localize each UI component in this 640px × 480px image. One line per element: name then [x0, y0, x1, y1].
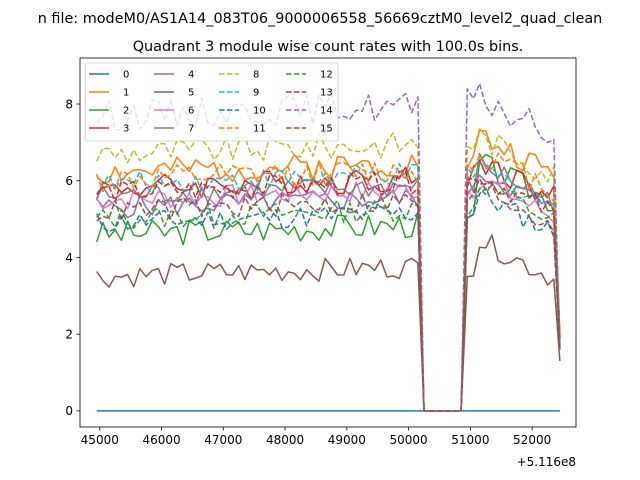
series-line-6: [96, 180, 561, 412]
series-line-8: [96, 128, 561, 412]
chart-title: Quadrant 3 module wise count rates with …: [133, 39, 524, 55]
legend-label-13: 13: [320, 88, 333, 99]
y-tick-label: 2: [65, 327, 73, 341]
legend-label-14: 14: [320, 106, 333, 117]
y-tick-label: 4: [65, 251, 73, 265]
y-tick-label: 0: [65, 404, 73, 418]
x-tick-label: 51000: [451, 433, 489, 447]
x-tick-label: 46000: [142, 433, 180, 447]
series-layer: [95, 82, 561, 412]
x-offset-label: +5.116e8: [517, 455, 576, 469]
series-line-7: [96, 152, 561, 412]
legend-label-5: 5: [188, 88, 194, 99]
y-axis: 0 2 4 6 8: [65, 97, 80, 418]
legend-label-10: 10: [253, 106, 266, 117]
x-tick-label: 50000: [390, 433, 428, 447]
series-line-1: [96, 129, 561, 412]
x-tick-label: 45000: [81, 433, 119, 447]
y-tick-label: 6: [65, 174, 73, 188]
series-line-5: [96, 234, 561, 412]
x-tick-label: 52000: [513, 433, 551, 447]
legend-label-6: 6: [188, 106, 194, 117]
x-axis: 45000 46000 47000 48000 49000 50000 51000 52000: [81, 427, 551, 447]
legend-label-15: 15: [320, 124, 333, 135]
legend-label-3: 3: [123, 124, 129, 135]
x-tick-label: 49000: [328, 433, 366, 447]
series-line-4: [96, 174, 561, 412]
x-tick-label: 47000: [204, 433, 242, 447]
legend-label-2: 2: [123, 106, 129, 117]
chart-suptitle: n file: modeM0/AS1A14_083T06_9000006558_…: [38, 11, 603, 27]
legend-label-9: 9: [253, 88, 259, 99]
series-line-13: [96, 170, 561, 412]
legend-frame: [84, 62, 339, 142]
legend-label-4: 4: [188, 70, 194, 81]
legend-label-1: 1: [123, 88, 129, 99]
legend-label-0: 0: [123, 70, 129, 81]
legend-label-11: 11: [253, 124, 266, 135]
series-line-11: [95, 152, 561, 412]
series-line-2: [95, 153, 561, 412]
plot-frame: [79, 57, 577, 428]
legend-label-12: 12: [320, 70, 333, 81]
legend-label-8: 8: [253, 70, 259, 81]
legend-label-7: 7: [188, 124, 194, 135]
series-line-10: [96, 187, 561, 412]
x-tick-label: 48000: [266, 433, 304, 447]
y-tick-label: 8: [65, 97, 73, 111]
